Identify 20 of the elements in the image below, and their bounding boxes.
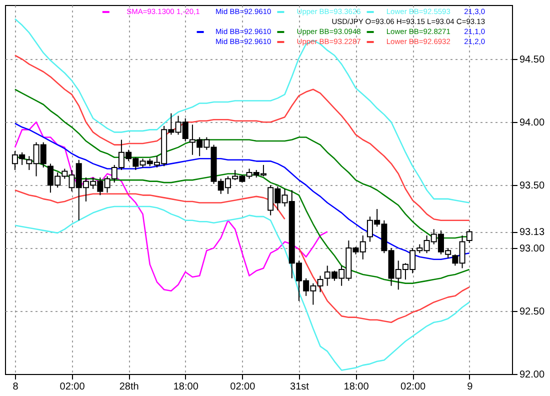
x-tick-label: 02:00 bbox=[400, 382, 426, 392]
candlestick bbox=[466, 228, 472, 244]
y-tick-label: 92.50 bbox=[520, 306, 545, 318]
y-tick-label: 93.13 bbox=[520, 227, 545, 238]
x-tick-label: 8 bbox=[12, 382, 19, 392]
line-series bbox=[14, 121, 328, 292]
y-tick-label: 92.00 bbox=[520, 370, 545, 380]
y-tick-label: 94.00 bbox=[520, 118, 545, 129]
line-series bbox=[14, 54, 470, 222]
y-tick-label: 93.50 bbox=[520, 180, 545, 192]
x-tick-label: 02:00 bbox=[60, 382, 86, 392]
y-tick-label: 93.00 bbox=[520, 244, 545, 255]
x-tick-label: 02:00 bbox=[230, 382, 256, 392]
x-tick-label: 18:00 bbox=[173, 382, 199, 392]
x-tick-label: 28th bbox=[119, 382, 139, 392]
x-tick-label: 9 bbox=[467, 382, 474, 392]
y-tick-label: 94.50 bbox=[520, 54, 545, 66]
line-series bbox=[14, 206, 470, 371]
x-tick-label: 18:00 bbox=[344, 382, 370, 392]
x-tick-label: 31st bbox=[290, 382, 310, 392]
